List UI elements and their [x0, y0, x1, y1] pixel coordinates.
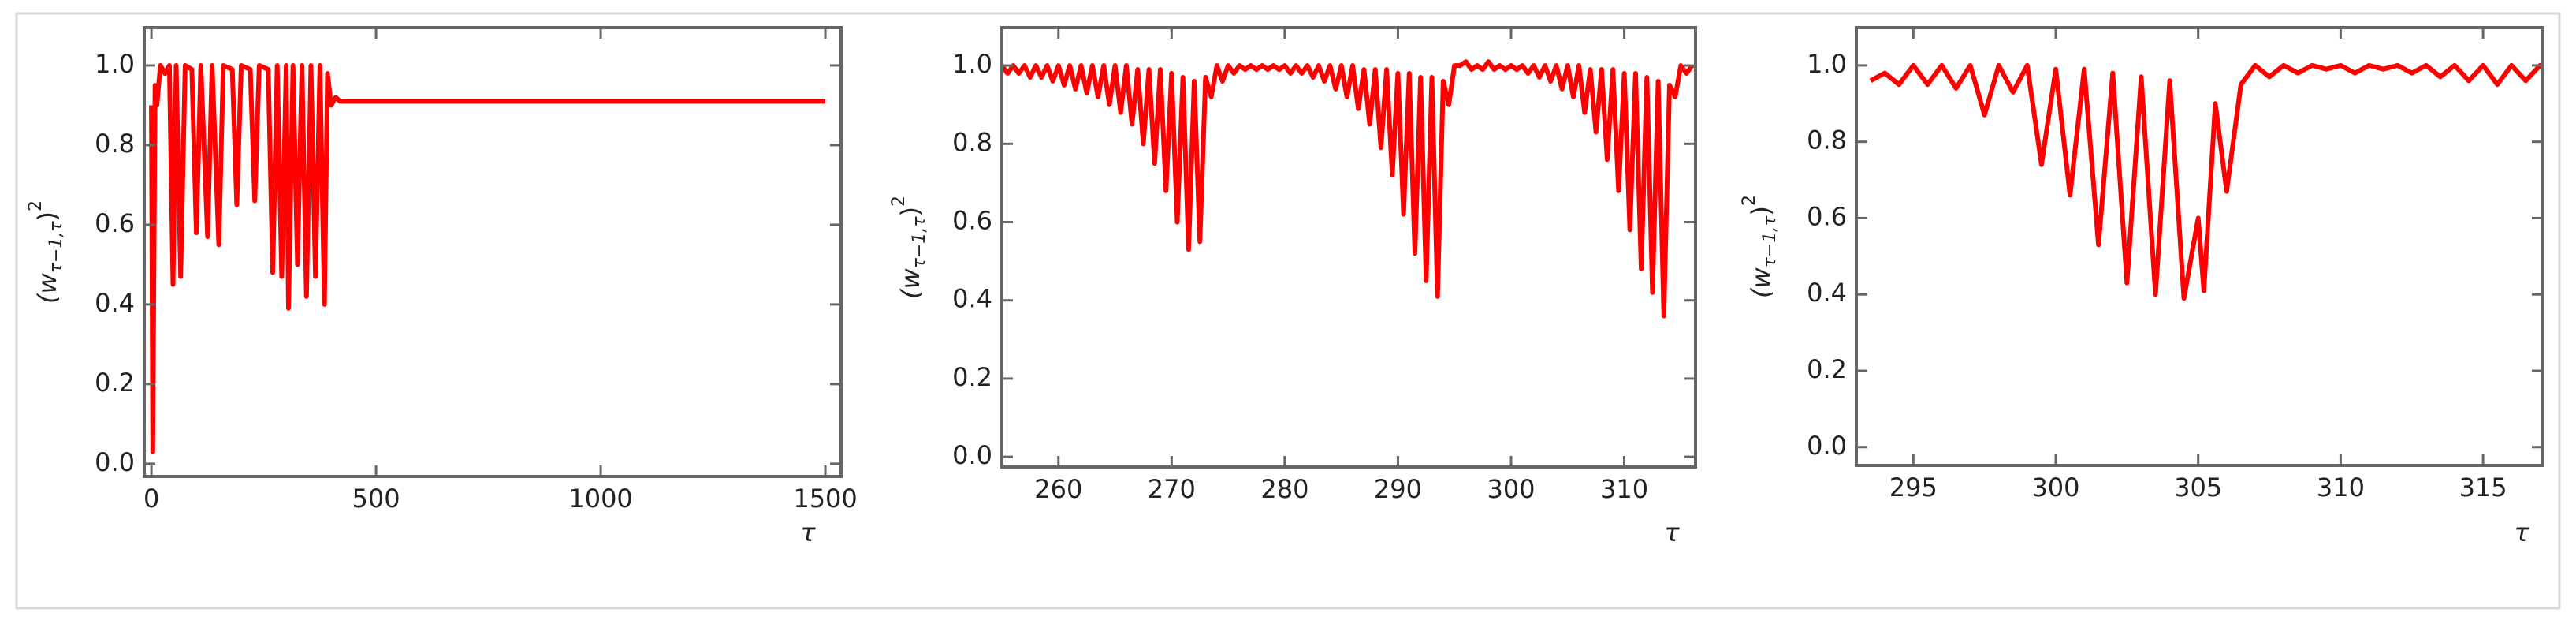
- y-axis-label-part: ): [32, 211, 62, 221]
- y-tick-label: 0.4: [952, 284, 992, 314]
- y-axis-label-part: 2: [889, 196, 909, 207]
- x-tick-label: 300: [1487, 474, 1535, 504]
- x-tick-label: 305: [2174, 473, 2222, 503]
- y-axis-label: (wτ−1,τ)2: [1740, 195, 1780, 298]
- x-tick-label: 500: [352, 484, 400, 514]
- y-axis-label-part: τ−1,τ: [47, 221, 66, 274]
- x-tick-label: 270: [1148, 474, 1196, 504]
- y-tick-label: 0.2: [952, 362, 992, 392]
- y-axis-label-part: τ−1,τ: [910, 216, 929, 269]
- y-tick-label: 0.8: [95, 129, 135, 159]
- x-tick-label: 300: [2031, 473, 2079, 503]
- y-axis-label-part: (w: [895, 268, 925, 299]
- data-line: [1869, 62, 2543, 301]
- x-axis-label: τ: [800, 518, 816, 547]
- y-tick-label: 1.0: [95, 49, 135, 79]
- y-axis-label-part: (w: [1746, 267, 1776, 298]
- x-tick-label: 315: [2459, 473, 2507, 503]
- y-tick-label: 0.4: [95, 288, 135, 318]
- x-tick-label: 310: [1600, 474, 1648, 504]
- data-line: [1002, 59, 1695, 319]
- frame: [1855, 26, 2544, 467]
- y-axis-label-part: 2: [26, 200, 46, 211]
- y-tick-label: 0.8: [1807, 125, 1847, 155]
- x-axis-label: τ: [2514, 518, 2529, 547]
- y-tick-label: 1.0: [952, 49, 992, 79]
- y-tick-label: 0.4: [1807, 278, 1847, 308]
- y-axis-label-part: ): [1746, 206, 1776, 215]
- outer-frame: [15, 12, 2561, 610]
- panel: 0.0 0.2 0.4 0.6 0.8 1.0 260 270 280 290 300 310 τ (wτ…: [889, 26, 1697, 547]
- frame: [143, 26, 843, 478]
- x-tick-label: 310: [2317, 473, 2365, 503]
- y-axis-label-part: ): [895, 207, 925, 216]
- y-tick-label: 0.6: [95, 208, 135, 238]
- y-tick-label: 0.0: [952, 440, 992, 470]
- y-tick-label: 0.2: [1807, 354, 1847, 384]
- x-axis-label: τ: [1664, 518, 1680, 547]
- x-tick-label: 295: [1889, 473, 1938, 503]
- y-axis-label-part: 2: [1740, 195, 1759, 206]
- x-tick-label: 260: [1034, 474, 1082, 504]
- y-tick-label: 0.0: [1807, 431, 1847, 461]
- y-axis-label: (wτ−1,τ)2: [26, 200, 66, 304]
- y-axis-label: (wτ−1,τ)2: [889, 196, 929, 299]
- y-tick-label: 0.6: [1807, 201, 1847, 231]
- frame: [1000, 26, 1697, 469]
- y-tick-label: 1.0: [1807, 49, 1847, 79]
- data-line: [149, 63, 826, 454]
- x-tick-label: 290: [1374, 474, 1422, 504]
- x-tick-label: 0: [143, 484, 159, 514]
- y-axis-label-part: τ−1,τ: [1760, 215, 1780, 268]
- x-tick-label: 280: [1260, 474, 1308, 504]
- x-tick-label: 1500: [793, 484, 857, 514]
- y-tick-label: 0.6: [952, 206, 992, 236]
- y-tick-label: 0.0: [95, 447, 135, 477]
- y-tick-label: 0.8: [952, 127, 992, 157]
- y-axis-label-part: (w: [32, 273, 62, 304]
- panel: 0.0 0.2 0.4 0.6 0.8 1.0 0 500 1000 1500 τ (wτ−1,τ)2: [26, 26, 858, 547]
- x-tick-label: 1000: [568, 484, 632, 514]
- y-tick-label: 0.2: [95, 368, 135, 398]
